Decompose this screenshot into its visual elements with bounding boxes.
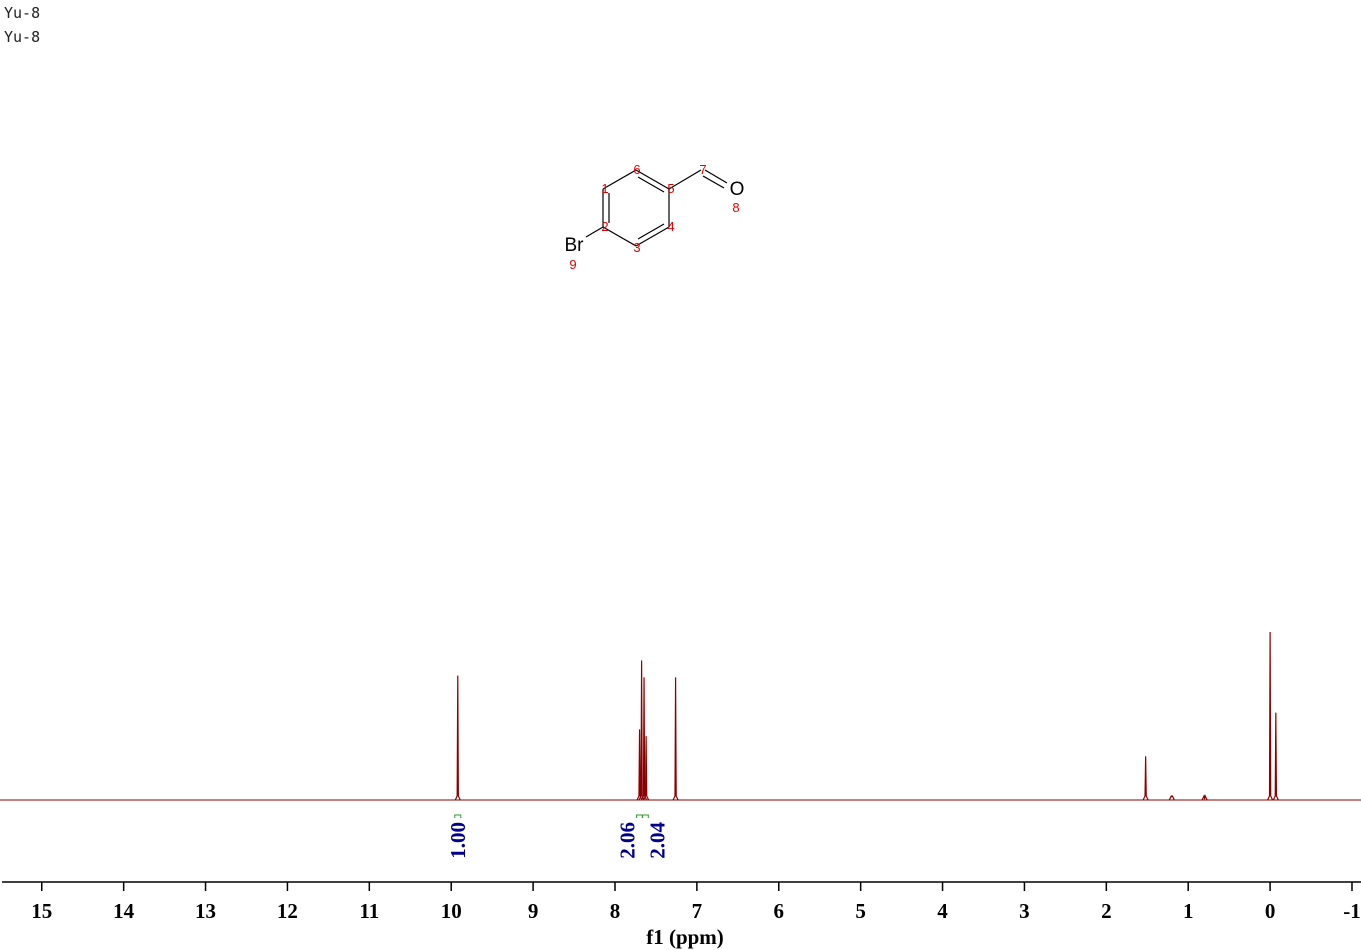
bond <box>585 226 604 238</box>
atom-number: 9 <box>569 257 576 272</box>
x-tick-label: -1 <box>1343 899 1361 923</box>
integral-label: 2.04 <box>645 822 669 859</box>
peak <box>1142 756 1149 801</box>
x-tick-label: 7 <box>692 899 703 923</box>
x-tick-label: 5 <box>855 899 866 923</box>
peak <box>1201 794 1208 801</box>
bond <box>635 169 670 190</box>
x-tick-label: 3 <box>1019 899 1030 923</box>
x-tick-label: 15 <box>31 899 52 923</box>
bond <box>637 176 665 193</box>
atom-symbol: Br <box>565 235 585 256</box>
integral-label: 1.00 <box>446 822 470 859</box>
bond <box>602 169 637 190</box>
peak <box>643 736 650 801</box>
x-tick-label: 1 <box>1183 899 1194 923</box>
structure: 1 2 3 4 5 6 7 O 8 Br 9 <box>565 162 745 272</box>
integral-mark <box>641 814 649 818</box>
x-axis-label: f1 (ppm) <box>646 925 724 949</box>
x-tick-label: 0 <box>1265 899 1276 923</box>
atom-number: 5 <box>667 181 674 196</box>
bond <box>637 223 665 240</box>
x-tick-label: 12 <box>277 899 298 923</box>
x-tick-label: 2 <box>1101 899 1112 923</box>
header-line: Yu-8 <box>4 4 40 22</box>
x-tick-label: 9 <box>528 899 539 923</box>
x-tick-label: 14 <box>113 899 135 923</box>
x-tick-label: 4 <box>937 899 948 923</box>
bond <box>702 175 725 189</box>
peak <box>1168 794 1175 801</box>
bond <box>635 226 670 247</box>
atom-number: 8 <box>732 200 739 215</box>
bond <box>602 226 637 247</box>
peak <box>1267 631 1274 801</box>
bond <box>704 169 728 184</box>
integral-label: 2.06 <box>616 822 640 859</box>
peak <box>1272 712 1279 801</box>
x-tick-label: 10 <box>441 899 462 923</box>
atom-number: 1 <box>601 181 608 196</box>
atom-number: 6 <box>633 162 640 177</box>
atom-number: 2 <box>601 219 608 234</box>
x-tick-label: 13 <box>195 899 216 923</box>
atom-number: 3 <box>633 240 640 255</box>
peak <box>454 675 461 801</box>
x-tick-label: 11 <box>359 899 379 923</box>
integral-mark <box>454 814 462 818</box>
atom-number: 4 <box>667 219 674 234</box>
header-line: Yu-8 <box>4 28 40 46</box>
peak <box>672 677 679 801</box>
x-tick-label: 8 <box>610 899 621 923</box>
integral-mark <box>636 814 644 818</box>
x-tick-label: 6 <box>774 899 785 923</box>
atom-number: 7 <box>699 162 706 177</box>
bond <box>668 169 702 190</box>
atom-symbol: O <box>730 179 745 200</box>
